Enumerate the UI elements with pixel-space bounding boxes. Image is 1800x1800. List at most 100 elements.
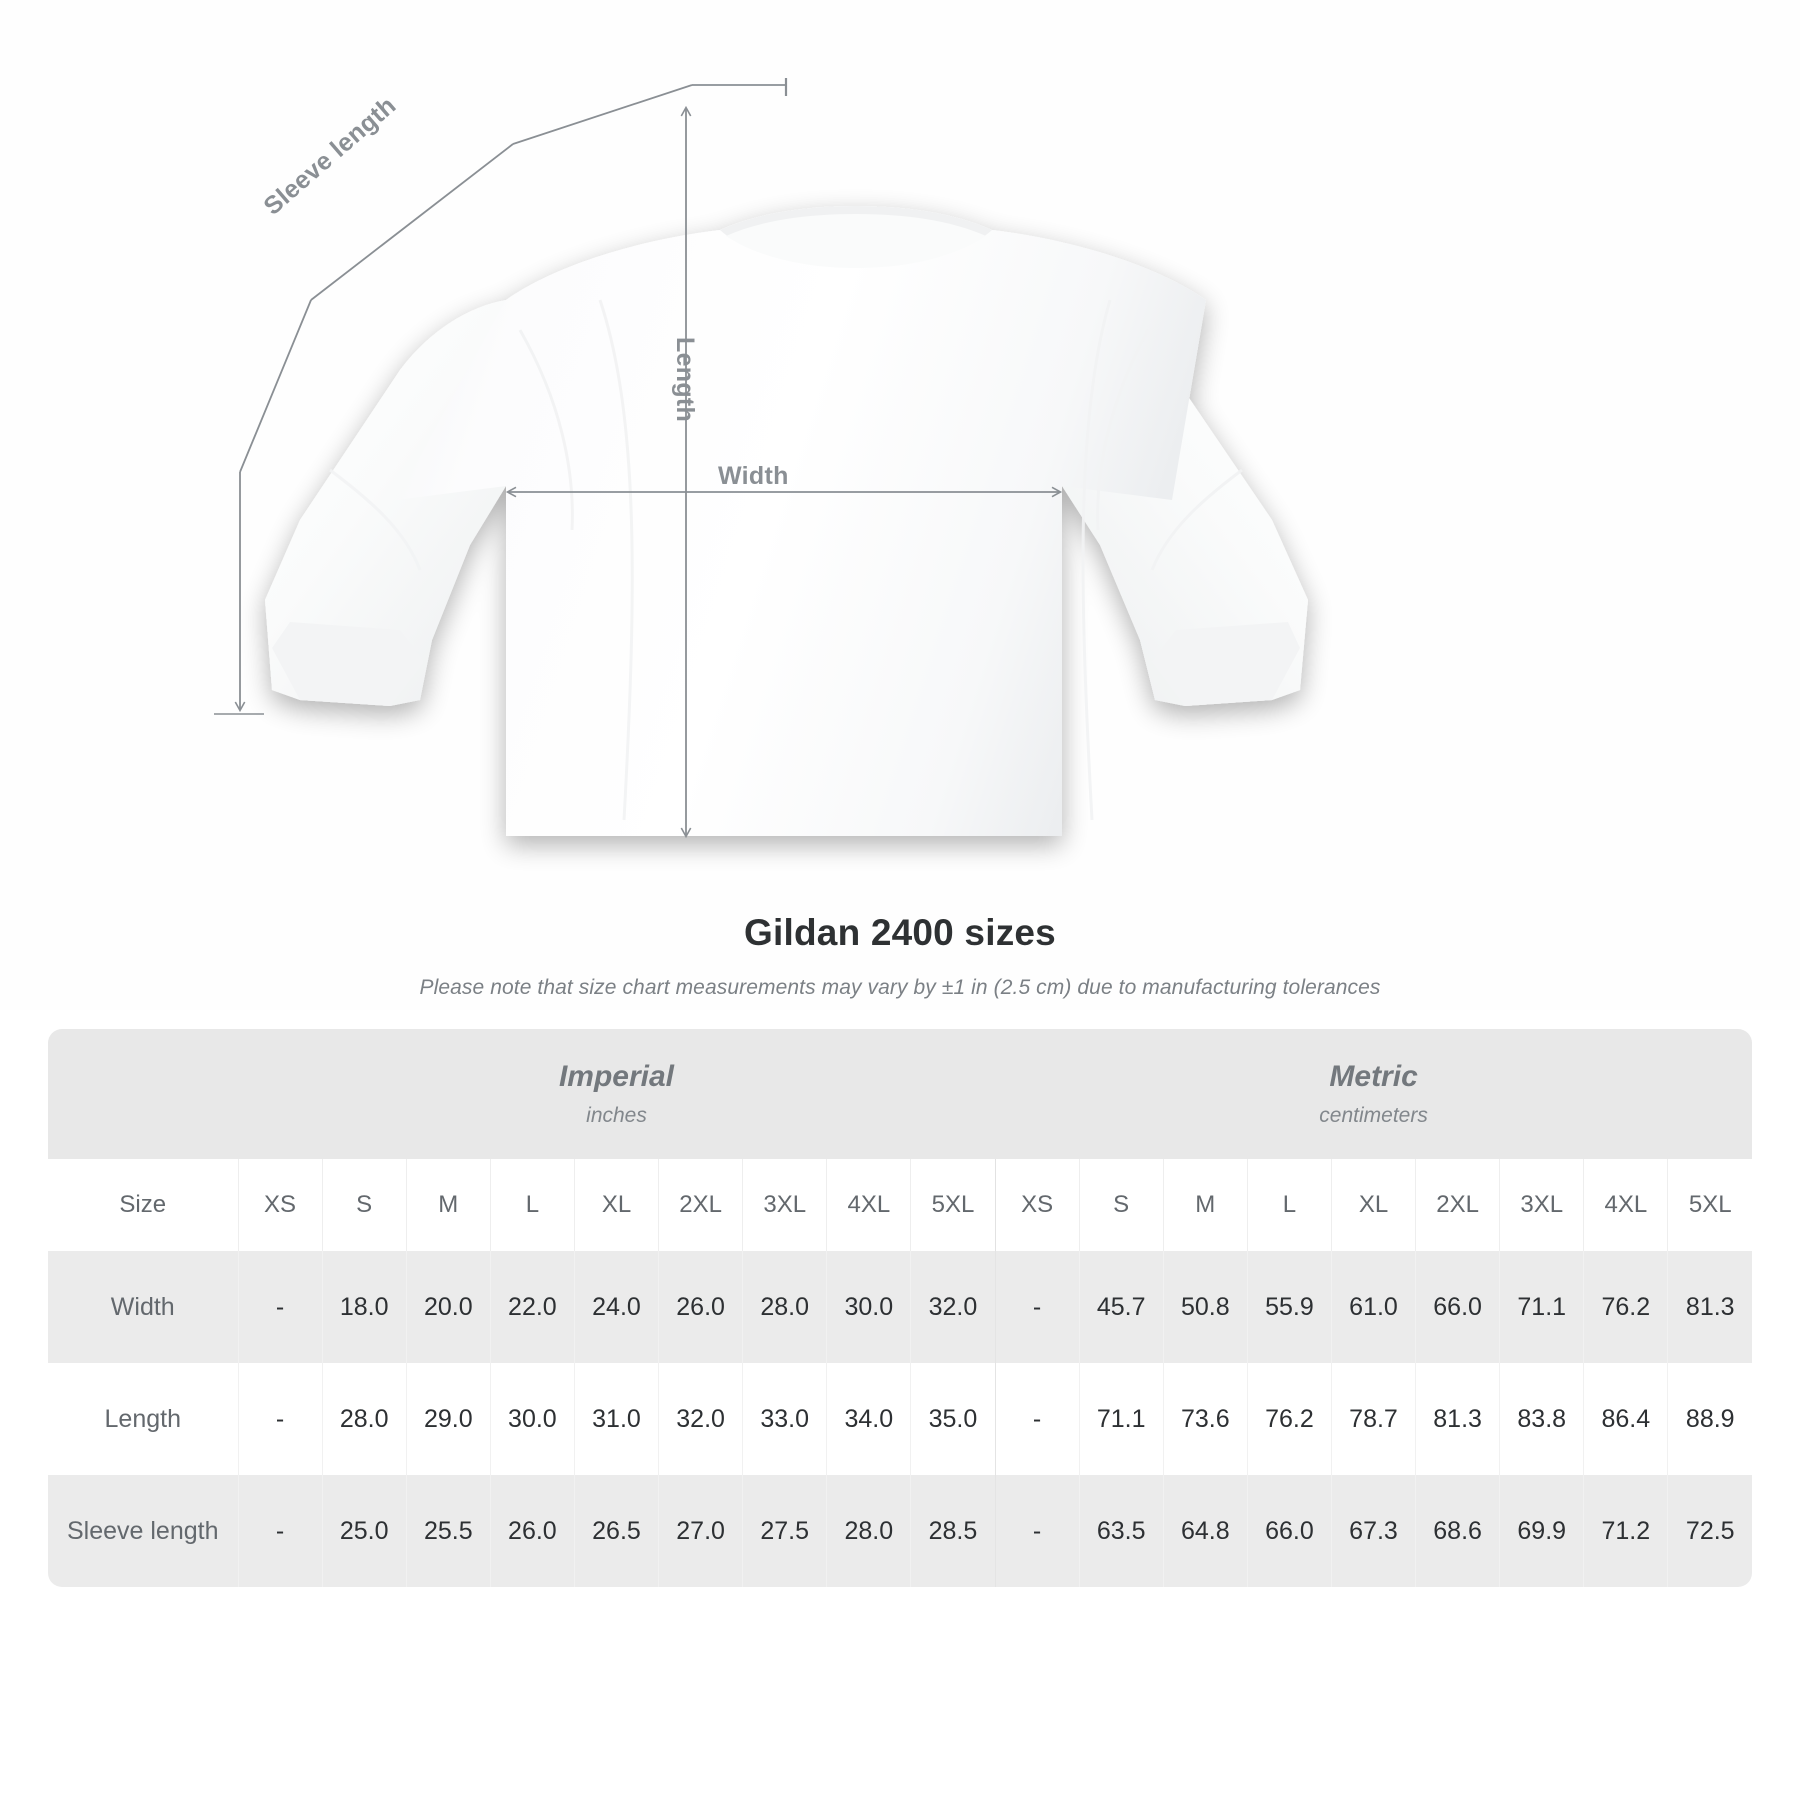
- unit-system-unit: inches: [586, 1104, 647, 1127]
- cell-value: 68.6: [1415, 1475, 1500, 1587]
- cell-value: 35.0: [910, 1363, 996, 1475]
- cell-value: 45.7: [1078, 1251, 1164, 1363]
- cell-value: 88.9: [1667, 1363, 1753, 1475]
- table-row: Length -28.0 29.0 30.0 31.0 32.0 33.0 34.0 35.0-…: [48, 1363, 1753, 1475]
- cell-value: 29.0: [405, 1363, 491, 1475]
- cell-value: 63.5: [1078, 1475, 1164, 1587]
- cell-value: 26.0: [658, 1251, 743, 1363]
- cell-value: -: [994, 1251, 1080, 1363]
- cell-value: 67.3: [1330, 1475, 1416, 1587]
- cell-value: 71.2: [1583, 1475, 1668, 1587]
- cell-value: 71.1: [1499, 1251, 1584, 1363]
- cell-value: 81.3: [1667, 1251, 1753, 1363]
- cell-value: 18.0: [321, 1251, 407, 1363]
- size-header-imperial-xl: XL: [573, 1159, 659, 1251]
- cell-value: 28.5: [910, 1475, 996, 1587]
- cell-value: 20.0: [405, 1251, 491, 1363]
- row-label-width: Width: [48, 1251, 238, 1363]
- cell-value: 83.8: [1499, 1363, 1584, 1475]
- size-header-imperial-2xl: 2XL: [658, 1159, 743, 1251]
- cell-value: 28.0: [321, 1363, 407, 1475]
- cell-value: 78.7: [1330, 1363, 1416, 1475]
- fabric-folds: [329, 299, 1243, 821]
- cell-value: -: [237, 1475, 323, 1587]
- cell-value: 66.0: [1415, 1251, 1500, 1363]
- garment-illustration: Sleeve length Length Width: [214, 78, 1308, 839]
- chart-heading: Gildan 2400 sizes Please note that size …: [0, 912, 1800, 1000]
- cell-value: 28.0: [742, 1251, 827, 1363]
- cell-value: 50.8: [1162, 1251, 1248, 1363]
- cell-value: 31.0: [573, 1363, 659, 1475]
- cell-value: -: [237, 1363, 323, 1475]
- shirt-diagram-svg: [214, 78, 1308, 839]
- size-header-metric-l: L: [1246, 1159, 1332, 1251]
- size-table: Imperial inches Metric centimeters Size XS S M L…: [48, 1029, 1753, 1587]
- row-label-length: Length: [48, 1363, 238, 1475]
- unit-banner-spacer: [48, 1029, 238, 1159]
- cell-value: 81.3: [1415, 1363, 1500, 1475]
- unit-system-unit: centimeters: [1319, 1104, 1428, 1127]
- cell-value: 27.0: [658, 1475, 743, 1587]
- sleeve-length-dimension: [214, 78, 788, 715]
- cell-value: 26.5: [573, 1475, 659, 1587]
- width-label: Width: [718, 462, 789, 490]
- size-header-metric-xl: XL: [1330, 1159, 1416, 1251]
- shirt-body-shape: [265, 206, 1308, 836]
- size-header-label: Size: [48, 1159, 238, 1251]
- cell-value: 61.0: [1330, 1251, 1416, 1363]
- table-row: Sleeve length -25.0 25.5 26.0 26.5 27.0 27.5 28…: [48, 1475, 1753, 1587]
- size-header-metric-5xl: 5XL: [1667, 1159, 1753, 1251]
- cell-value: 33.0: [742, 1363, 827, 1475]
- size-table-container: Imperial inches Metric centimeters Size XS S M L…: [48, 1029, 1753, 1587]
- size-header-metric-3xl: 3XL: [1499, 1159, 1584, 1251]
- size-header-imperial-4xl: 4XL: [826, 1159, 911, 1251]
- page-title: Gildan 2400 sizes: [744, 912, 1056, 953]
- size-header-imperial-l: L: [489, 1159, 575, 1251]
- size-header-imperial-xs: XS: [237, 1159, 323, 1251]
- cell-value: 66.0: [1246, 1475, 1332, 1587]
- cell-value: 32.0: [910, 1251, 996, 1363]
- cell-value: 30.0: [489, 1363, 575, 1475]
- row-label-sleeve-length: Sleeve length: [48, 1475, 238, 1587]
- unit-header-metric: Metric centimeters: [995, 1029, 1753, 1159]
- size-header-imperial-s: S: [321, 1159, 407, 1251]
- cell-value: 86.4: [1583, 1363, 1668, 1475]
- table-row: Width -18.0 20.0 22.0 24.0 26.0 28.0 30.0 32.0-4…: [48, 1251, 1753, 1363]
- cell-value: 72.5: [1667, 1475, 1753, 1587]
- cell-value: 24.0: [573, 1251, 659, 1363]
- cell-value: -: [237, 1251, 323, 1363]
- cell-value: 28.0: [826, 1475, 911, 1587]
- size-header-imperial-3xl: 3XL: [742, 1159, 827, 1251]
- cell-value: 32.0: [658, 1363, 743, 1475]
- size-header-row: Size XS S M L XL 2XL 3XL 4XL 5XL XS S M L XL 2XL 3XL 4XL 5…: [48, 1159, 1753, 1251]
- unit-header-imperial: Imperial inches: [238, 1029, 996, 1159]
- cell-value: 34.0: [826, 1363, 911, 1475]
- cell-value: -: [994, 1475, 1080, 1587]
- cell-value: 30.0: [826, 1251, 911, 1363]
- size-header-metric-m: M: [1162, 1159, 1248, 1251]
- cell-value: 69.9: [1499, 1475, 1584, 1587]
- cell-value: 25.0: [321, 1475, 407, 1587]
- cell-value: 76.2: [1583, 1251, 1668, 1363]
- cell-value: 22.0: [489, 1251, 575, 1363]
- cell-value: -: [994, 1363, 1080, 1475]
- unit-system-name: Metric: [1329, 1060, 1418, 1093]
- size-header-imperial-m: M: [405, 1159, 491, 1251]
- cell-value: 27.5: [742, 1475, 827, 1587]
- unit-system-name: Imperial: [558, 1060, 675, 1093]
- size-header-metric-s: S: [1078, 1159, 1164, 1251]
- size-header-metric-4xl: 4XL: [1583, 1159, 1668, 1251]
- length-label: Length: [671, 337, 699, 423]
- cell-value: 71.1: [1078, 1363, 1164, 1475]
- cell-value: 64.8: [1162, 1475, 1248, 1587]
- unit-banner-row: Imperial inches Metric centimeters: [48, 1029, 1753, 1159]
- cell-value: 25.5: [405, 1475, 491, 1587]
- size-header-imperial-5xl: 5XL: [910, 1159, 996, 1251]
- tolerance-note: Please note that size chart measurements…: [419, 976, 1381, 999]
- size-header-metric-xs: XS: [994, 1159, 1080, 1251]
- cell-value: 73.6: [1162, 1363, 1248, 1475]
- cell-value: 55.9: [1246, 1251, 1332, 1363]
- cell-value: 76.2: [1246, 1363, 1332, 1475]
- cell-value: 26.0: [489, 1475, 575, 1587]
